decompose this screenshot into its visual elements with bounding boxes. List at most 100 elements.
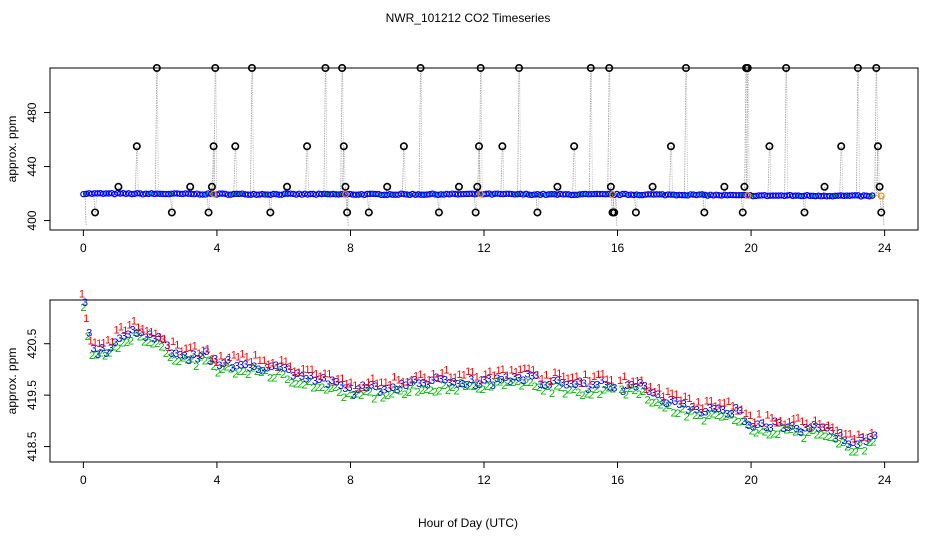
series-1-marker: 1 (344, 379, 350, 391)
series-3-marker: 3 (594, 380, 600, 392)
series-1-marker: 1 (769, 413, 775, 425)
series-2-marker: 2 (857, 440, 863, 452)
series-2-marker: 2 (822, 431, 828, 443)
series-3-marker: 3 (355, 384, 361, 396)
outlier-point (782, 64, 791, 73)
series-3-marker: 3 (555, 375, 561, 387)
series-1-marker: 1 (495, 365, 501, 377)
baseline-point-blue (423, 191, 430, 198)
series-3-marker: 3 (694, 404, 700, 416)
series-3-marker: 3 (108, 342, 114, 354)
outlier-point (570, 142, 579, 151)
series-1-marker: 1 (482, 369, 488, 381)
series-3-marker: 3 (364, 382, 370, 394)
series-3-marker: 3 (863, 436, 869, 448)
series-2-marker: 2 (89, 350, 95, 362)
series-2-marker: 2 (371, 393, 377, 405)
series-3-marker: 3 (789, 420, 795, 432)
series-3-marker: 3 (711, 403, 717, 415)
series-3-marker: 3 (312, 376, 318, 388)
series-3-marker: 3 (663, 398, 669, 410)
series-3-marker: 3 (720, 404, 726, 416)
top-x-tick-label: 20 (744, 241, 758, 255)
series-2-marker: 2 (345, 388, 351, 400)
series-1-marker: 1 (278, 355, 284, 367)
series-3-marker: 3 (794, 423, 800, 435)
top-y-axis-label: approx. ppm (5, 116, 19, 183)
series-3-marker: 3 (646, 386, 652, 398)
series-1-marker: 1 (187, 342, 193, 354)
series-1-marker: 1 (795, 412, 801, 424)
baseline-point-blue (134, 190, 141, 197)
outlier-point (471, 208, 480, 217)
series-2-marker: 2 (480, 384, 486, 396)
series-3-marker: 3 (143, 332, 149, 344)
series-3-marker: 3 (494, 373, 500, 385)
series-1-marker: 1 (174, 339, 180, 351)
series-1-marker: 1 (465, 366, 471, 378)
series-3-marker: 3 (772, 416, 778, 428)
series-3-marker: 3 (334, 376, 340, 388)
series-1-marker: 1 (213, 357, 219, 369)
connector-line (684, 67, 687, 195)
series-2-marker: 2 (714, 410, 720, 422)
connector-line (157, 67, 159, 194)
connector-line (609, 67, 611, 195)
series-3-marker: 3 (568, 379, 574, 391)
series-2-marker: 2 (267, 373, 273, 385)
outlier-point (211, 64, 220, 73)
series-2-marker: 2 (679, 403, 685, 415)
series-1-marker: 1 (140, 324, 146, 336)
series-1-marker: 1 (309, 364, 315, 376)
bottom-y-axis-label: approx. ppm (5, 348, 19, 415)
series-3-marker: 3 (624, 380, 630, 392)
outlier-point (231, 142, 240, 151)
series-1-marker: 1 (869, 428, 875, 440)
series-2-marker: 2 (228, 363, 234, 375)
outlier-point (700, 208, 709, 217)
connector-line (213, 146, 216, 195)
series-3-marker: 3 (538, 379, 544, 391)
connector-line (502, 146, 505, 195)
series-3-marker: 3 (82, 297, 88, 309)
top-y-tick-label: 440 (25, 156, 39, 176)
series-2-marker: 2 (171, 355, 177, 367)
connector-line (235, 146, 238, 195)
series-2-marker: 2 (475, 384, 481, 396)
series-3-marker: 3 (828, 425, 834, 437)
series-3-marker: 3 (485, 374, 491, 386)
series-1-marker: 1 (92, 337, 98, 349)
series-1-marker: 1 (396, 374, 402, 386)
series-3-marker: 3 (260, 365, 266, 377)
series-1-marker: 1 (365, 377, 371, 389)
series-2-marker: 2 (536, 382, 542, 394)
series-1-marker: 1 (582, 369, 588, 381)
series-1-marker: 1 (383, 377, 389, 389)
series-3-marker: 3 (412, 374, 418, 386)
series-3-marker: 3 (147, 329, 153, 341)
series-1-marker: 1 (83, 313, 89, 325)
series-3-marker: 3 (125, 329, 131, 341)
series-3-marker: 3 (186, 355, 192, 367)
baseline-point-orange (744, 192, 752, 199)
series-1-marker: 1 (686, 393, 692, 405)
series-2-marker: 2 (675, 408, 681, 420)
series-2-marker: 2 (297, 378, 303, 390)
outlier-point (648, 182, 657, 191)
baseline-point-blue (429, 190, 436, 197)
series-1-marker: 1 (127, 320, 133, 332)
outlier-point (338, 64, 347, 73)
series-1-marker: 1 (335, 373, 341, 385)
series-2-marker: 2 (115, 343, 121, 355)
series-3-marker: 3 (112, 337, 118, 349)
series-1-marker: 1 (400, 376, 406, 388)
series-2-marker: 2 (154, 338, 160, 350)
series-3-marker: 3 (846, 439, 852, 451)
series-2-marker: 2 (436, 385, 442, 397)
series-1-marker: 1 (600, 368, 606, 380)
series-2-marker: 2 (623, 390, 629, 402)
series-2-marker: 2 (532, 381, 538, 393)
outlier-point (204, 208, 213, 217)
series-2-marker: 2 (319, 382, 325, 394)
outlier-point (853, 64, 862, 73)
